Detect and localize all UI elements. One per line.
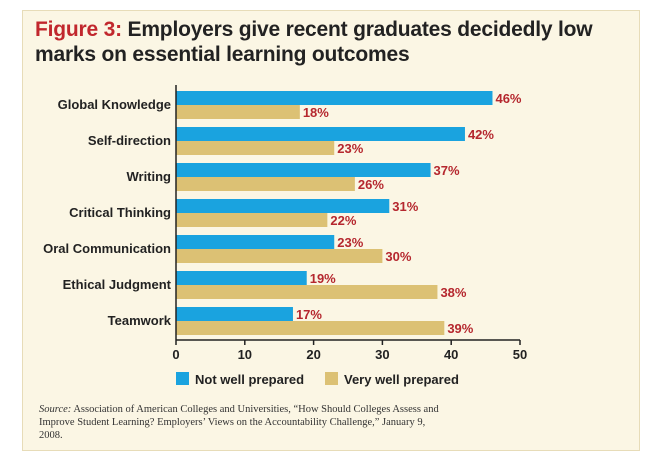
bar-teamwork-very-well-prepared — [176, 321, 445, 335]
category-label-self-direction: Self-direction — [88, 133, 171, 148]
source-text: Association of American Colleges and Uni… — [39, 404, 439, 441]
x-tick-label-30: 30 — [375, 347, 389, 362]
bar-writing-very-well-prepared — [176, 177, 355, 191]
value-label-global-knowledge-not-well-prepared: 46% — [495, 91, 521, 106]
x-tick-label-0: 0 — [172, 347, 179, 362]
x-tick-label-10: 10 — [238, 347, 252, 362]
bar-teamwork-not-well-prepared — [176, 307, 293, 321]
bar-writing-not-well-prepared — [176, 163, 431, 177]
value-label-self-direction-not-well-prepared: 42% — [468, 127, 494, 142]
value-label-ethical-judgment-not-well-prepared: 19% — [310, 271, 336, 286]
bar-critical-thinking-not-well-prepared — [176, 199, 390, 213]
category-label-ethical-judgment: Ethical Judgment — [63, 277, 172, 292]
x-tick-label-40: 40 — [444, 347, 458, 362]
bar-ethical-judgment-not-well-prepared — [176, 271, 307, 285]
value-label-critical-thinking-not-well-prepared: 31% — [392, 199, 418, 214]
figure-title-text: Employers give recent graduates decidedl… — [35, 18, 593, 66]
bar-critical-thinking-very-well-prepared — [176, 213, 328, 227]
bar-ethical-judgment-very-well-prepared — [176, 285, 438, 299]
bar-global-knowledge-very-well-prepared — [176, 105, 300, 119]
source-label: Source: — [39, 404, 72, 415]
bar-oral-communication-very-well-prepared — [176, 249, 383, 263]
bar-self-direction-not-well-prepared — [176, 127, 465, 141]
legend-label-not-well-prepared: Not well prepared — [195, 372, 304, 387]
x-tick-label-50: 50 — [513, 347, 527, 362]
value-label-writing-very-well-prepared: 26% — [358, 177, 384, 192]
value-label-global-knowledge-very-well-prepared: 18% — [303, 105, 329, 120]
value-label-oral-communication-very-well-prepared: 30% — [385, 249, 411, 264]
bar-oral-communication-not-well-prepared — [176, 235, 335, 249]
value-label-teamwork-not-well-prepared: 17% — [296, 307, 322, 322]
category-label-writing: Writing — [126, 169, 171, 184]
category-label-oral-communication: Oral Communication — [43, 241, 171, 256]
bar-self-direction-very-well-prepared — [176, 141, 335, 155]
value-label-writing-not-well-prepared: 37% — [434, 163, 460, 178]
category-label-critical-thinking: Critical Thinking — [69, 205, 171, 220]
figure-title: Figure 3: Employers give recent graduate… — [35, 17, 635, 67]
value-label-teamwork-very-well-prepared: 39% — [447, 321, 473, 336]
legend-label-very-well-prepared: Very well prepared — [344, 372, 459, 387]
category-label-global-knowledge: Global Knowledge — [58, 97, 171, 112]
x-tick-label-20: 20 — [306, 347, 320, 362]
legend-swatch-very-well-prepared — [325, 372, 338, 385]
figure-label: Figure 3: — [35, 18, 122, 41]
value-label-self-direction-very-well-prepared: 23% — [337, 141, 363, 156]
value-label-oral-communication-not-well-prepared: 23% — [337, 235, 363, 250]
category-label-teamwork: Teamwork — [108, 313, 172, 328]
value-label-ethical-judgment-very-well-prepared: 38% — [440, 285, 466, 300]
source-note: Source: Association of American Colleges… — [39, 403, 449, 442]
value-label-critical-thinking-very-well-prepared: 22% — [330, 213, 356, 228]
legend-swatch-not-well-prepared — [176, 372, 189, 385]
bar-global-knowledge-not-well-prepared — [176, 91, 493, 105]
